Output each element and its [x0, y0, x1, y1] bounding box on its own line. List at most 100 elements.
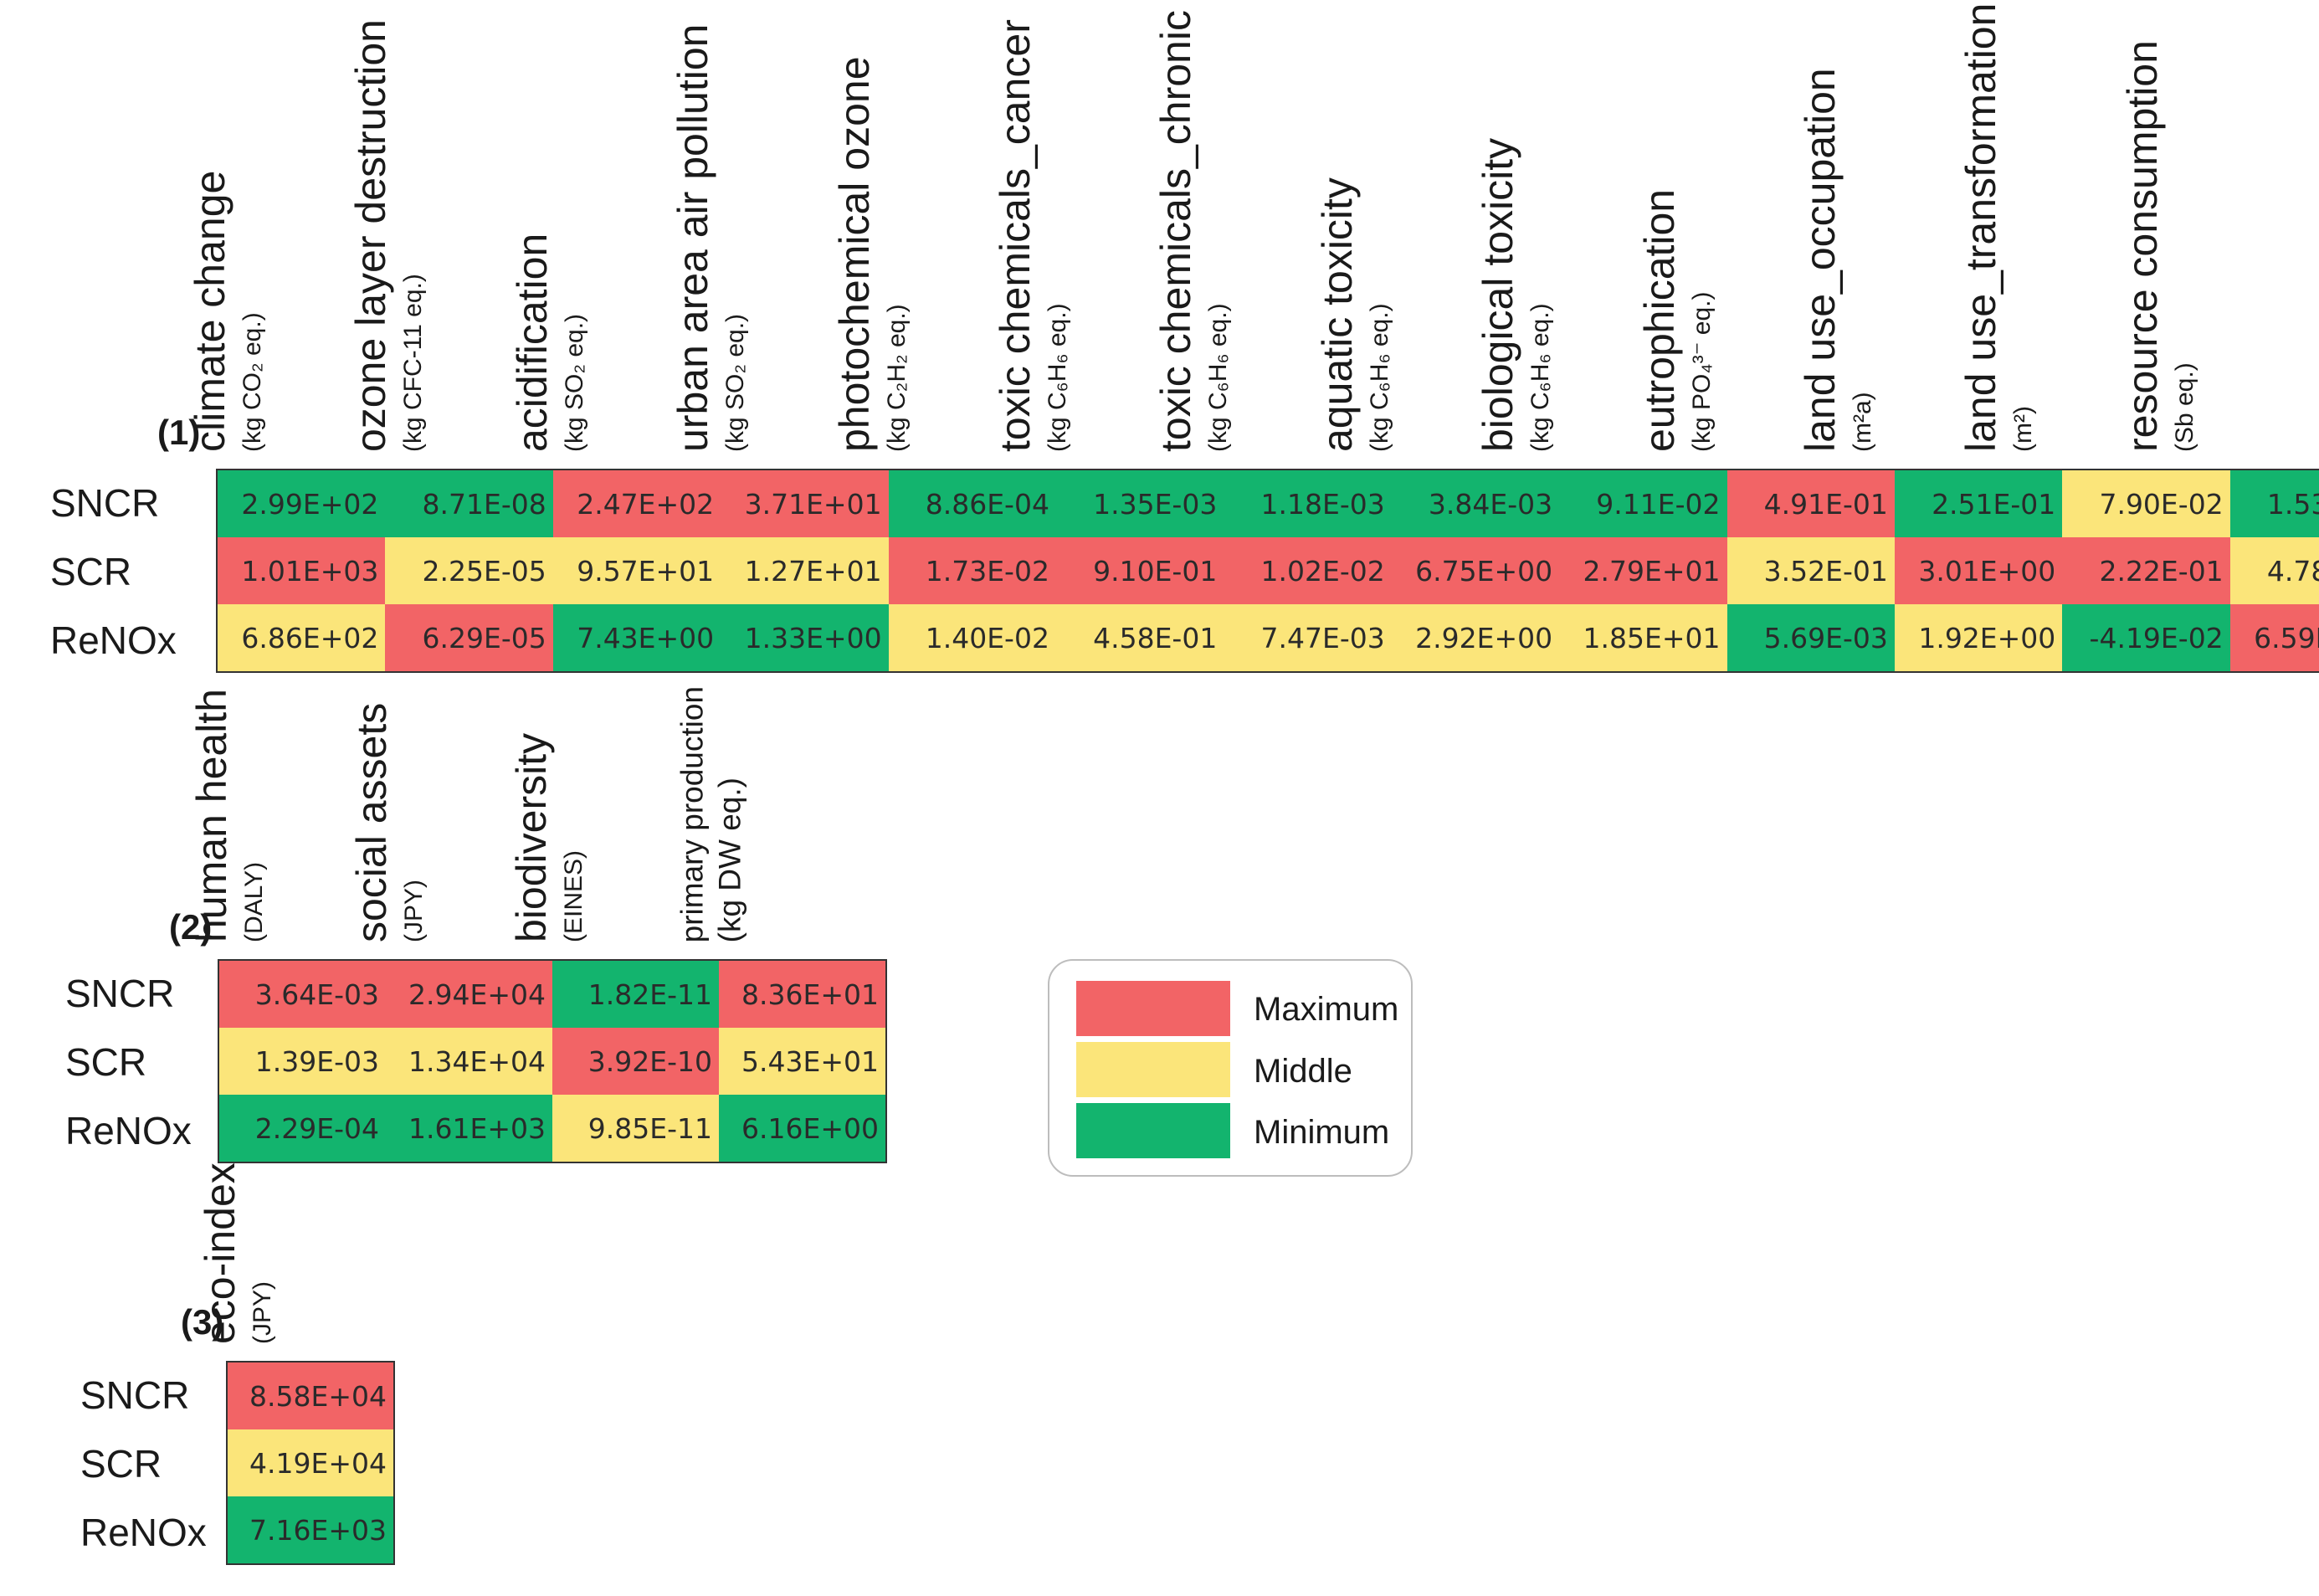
table-row: 6.86E+02 6.29E-05 7.43E+00 1.33E+00 1.40E-02… — [217, 604, 2319, 672]
row-label-scr: SCR — [80, 1442, 162, 1486]
column-unit: (m²) — [2009, 406, 2038, 452]
panel-label-3: (3) — [181, 1302, 224, 1342]
value-cell: 4.91E-01 — [1726, 470, 1895, 537]
value-cell: -4.19E-02 — [2062, 604, 2230, 672]
value-cell: 3.92E-10 — [552, 1028, 719, 1095]
value-cell: 9.57E+01 — [552, 537, 721, 604]
value-cell: 5.69E-03 — [1726, 604, 1895, 672]
impact-table-2: 3.64E-03 2.94E+04 1.82E-11 8.36E+01 1.39E-03… — [218, 959, 887, 1163]
value-cell: 1.35E-03 — [1055, 470, 1224, 537]
column-unit: (JPY) — [249, 1281, 276, 1344]
table-row: 2.29E-04 1.61E+03 9.85E-11 6.16E+00 — [218, 1095, 886, 1162]
row-label-sncr: SNCR — [65, 972, 175, 1015]
value-cell: 2.92E+00 — [1391, 604, 1560, 672]
value-cell: 3.71E+01 — [721, 470, 889, 537]
legend-label-middle: Middle — [1254, 1053, 1352, 1090]
column-title: land use_transformation — [1957, 3, 2005, 452]
column-unit: (kg DW eq.) — [712, 777, 747, 942]
value-cell: 1.61E+03 — [386, 1095, 552, 1162]
value-cell: 7.16E+03 — [227, 1496, 394, 1564]
row-label-scr: SCR — [50, 550, 132, 593]
value-cell: 8.58E+04 — [227, 1362, 394, 1429]
column-title: social assets — [348, 702, 395, 942]
value-cell: 8.71E-08 — [385, 470, 553, 537]
legend: Maximum Middle Minimum — [1048, 959, 1413, 1177]
column-title: human health — [188, 688, 235, 942]
value-cell: 7.43E+00 — [552, 604, 721, 672]
legend-swatch-maximum — [1076, 981, 1230, 1036]
column-title: eco-index — [197, 1162, 244, 1344]
panel-label-2: (2) — [169, 907, 213, 947]
table-row: 8.58E+04 — [227, 1362, 394, 1429]
table-row: 4.19E+04 — [227, 1429, 394, 1496]
column-unit: (kg SO₂ eq.) — [560, 313, 588, 452]
column-unit: (kg CO₂ eq.) — [239, 312, 266, 452]
column-unit: (kg C₂H₂ eq.) — [882, 304, 911, 452]
value-cell: 4.78E-02 — [2229, 537, 2319, 604]
column-title: resource consumption — [2118, 40, 2166, 452]
value-cell: 2.94E+04 — [386, 960, 552, 1028]
value-cell: 2.51E-01 — [1894, 470, 2063, 537]
value-cell: 1.40E-02 — [888, 604, 1056, 672]
column-title: primary production — [675, 685, 710, 942]
legend-label-minimum: Minimum — [1254, 1114, 1390, 1151]
value-cell: 2.22E-01 — [2062, 537, 2230, 604]
value-cell: 1.39E-03 — [218, 1028, 386, 1095]
value-cell: 1.18E-03 — [1224, 470, 1392, 537]
value-cell: 5.43E+01 — [719, 1028, 886, 1095]
value-cell: 1.53E-03 — [2229, 470, 2319, 537]
column-unit: (kg PO₄³⁻ eq.) — [1687, 291, 1716, 452]
value-cell: 9.10E-01 — [1055, 537, 1224, 604]
value-cell: 6.59E+00 — [2229, 604, 2319, 672]
column-title: toxic chemicals_cancer — [992, 19, 1039, 452]
column-unit: (kg C₆H₆ eq.) — [1044, 303, 1071, 452]
column-title: eutrophication — [1635, 188, 1683, 452]
value-cell: 6.86E+02 — [217, 604, 386, 672]
table-row: 7.16E+03 — [227, 1496, 394, 1564]
column-title: climate change — [187, 170, 233, 452]
column-unit: (kg C₆H₆ eq.) — [1365, 303, 1393, 452]
value-cell: 1.34E+04 — [386, 1028, 552, 1095]
value-cell: 1.73E-02 — [888, 537, 1056, 604]
column-title: biological toxicity — [1475, 137, 1522, 452]
value-cell: 6.29E-05 — [385, 604, 553, 672]
value-cell: 2.29E-04 — [218, 1095, 386, 1162]
value-cell: 1.27E+01 — [721, 537, 889, 604]
value-cell: 9.11E-02 — [1559, 470, 1727, 537]
value-cell: 2.99E+02 — [217, 470, 386, 537]
column-unit: (JPY) — [400, 880, 428, 942]
column-unit: (kg SO₂ eq.) — [721, 313, 750, 452]
row-label-renox: ReNOx — [50, 618, 177, 662]
column-unit: (kg C₆H₆ eq.) — [1526, 303, 1555, 452]
row-label-sncr: SNCR — [50, 481, 160, 525]
value-cell: 3.01E+00 — [1894, 537, 2063, 604]
value-cell: 4.19E+04 — [227, 1429, 394, 1496]
table-row: 1.39E-03 1.34E+04 3.92E-10 5.43E+01 — [218, 1028, 886, 1095]
value-cell: 4.58E-01 — [1055, 604, 1224, 672]
row-label-sncr: SNCR — [80, 1373, 190, 1417]
column-unit: (kg C₆H₆ eq.) — [1204, 303, 1233, 452]
value-cell: 1.82E-11 — [552, 960, 719, 1028]
table-row: 2.99E+02 8.71E-08 2.47E+02 3.71E+01 8.86E-04… — [217, 470, 2319, 537]
value-cell: 8.86E-04 — [888, 470, 1056, 537]
column-title: ozone layer destruction — [347, 19, 395, 452]
value-cell: 1.01E+03 — [217, 537, 386, 604]
value-cell: 1.33E+00 — [721, 604, 889, 672]
value-cell: 1.85E+01 — [1559, 604, 1727, 672]
legend-swatch-middle — [1076, 1042, 1230, 1097]
value-cell: 3.52E-01 — [1726, 537, 1895, 604]
table-row: 1.01E+03 2.25E-05 9.57E+01 1.27E+01 1.73E-02… — [217, 537, 2319, 604]
impact-table-1: 2.99E+02 8.71E-08 2.47E+02 3.71E+01 8.86E-04… — [216, 469, 2319, 673]
value-cell: 1.02E-02 — [1224, 537, 1392, 604]
legend-label-maximum: Maximum — [1254, 991, 1399, 1028]
column-unit: (EINES) — [560, 849, 587, 942]
value-cell: 1.92E+00 — [1894, 604, 2063, 672]
row-label-renox: ReNOx — [65, 1109, 192, 1152]
table-row: 3.64E-03 2.94E+04 1.82E-11 8.36E+01 — [218, 960, 886, 1028]
column-title: aquatic toxicity — [1313, 177, 1361, 452]
column-title: biodiversity — [508, 732, 555, 942]
value-cell: 6.75E+00 — [1391, 537, 1560, 604]
value-cell: 7.47E-03 — [1224, 604, 1392, 672]
value-cell: 9.85E-11 — [552, 1095, 719, 1162]
column-title: photochemical ozone — [830, 56, 878, 452]
